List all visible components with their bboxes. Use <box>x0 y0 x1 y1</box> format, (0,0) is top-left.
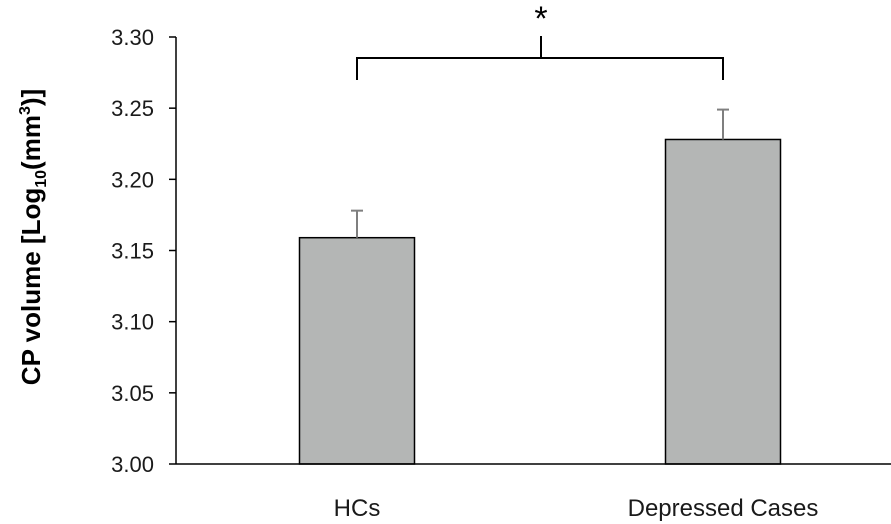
y-axis-label-subscript: 10 <box>33 170 50 188</box>
bar-hcs <box>298 236 416 465</box>
y-tick-label: 3.20 <box>111 167 154 192</box>
y-tick-label: 3.30 <box>111 25 154 50</box>
y-axis-label-main: CP volume [Log <box>16 188 46 385</box>
error-bars <box>351 108 729 238</box>
y-axis-label: CP volume [Log10(mm3)] <box>16 89 50 385</box>
y-tick-label: 3.10 <box>111 310 154 335</box>
y-tick-label: 3.25 <box>111 96 154 121</box>
y-axis-label-end: )] <box>16 89 46 106</box>
y-axis-label-paren: (mm <box>16 115 46 170</box>
y-tick-label: 3.05 <box>111 381 154 406</box>
x-tick-label: Depressed Cases <box>628 495 819 522</box>
significance-bracket-line <box>356 57 724 80</box>
x-tick-label: HCs <box>334 495 381 522</box>
significance-marker: * <box>534 0 547 38</box>
significance-bracket: * <box>356 0 724 80</box>
x-axis-labels: HCs Depressed Cases <box>334 495 819 522</box>
y-tick-label: 3.00 <box>111 452 154 477</box>
axes <box>175 37 891 465</box>
y-tick-label: 3.15 <box>111 239 154 264</box>
y-axis-label-superscript: 3 <box>17 106 34 115</box>
y-axis-ticks: 3.00 3.05 3.10 3.15 3.20 3.25 3.30 <box>111 25 176 477</box>
bars <box>298 138 782 465</box>
bar-depressed-cases <box>664 138 782 465</box>
